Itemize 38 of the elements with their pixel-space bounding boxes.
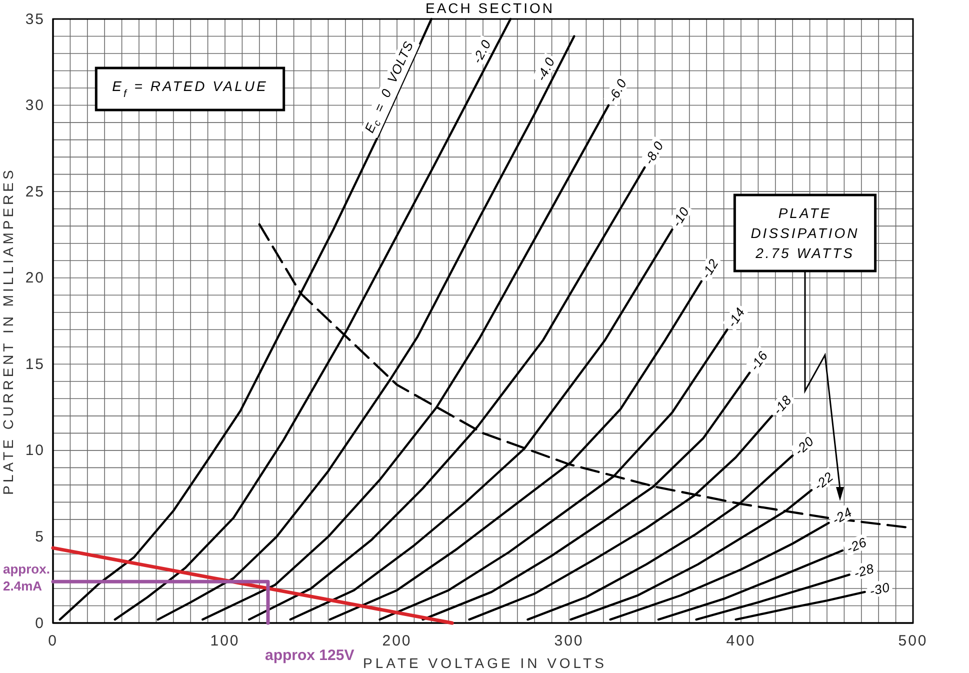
legend-label: -24 <box>829 504 854 527</box>
text: -2.0 <box>468 36 494 66</box>
y-tick-label: 20 <box>25 270 45 287</box>
annotation: PLATE DISSIPATION 2.75 WATTS <box>750 205 860 261</box>
y-tick-label: 5 <box>35 528 45 546</box>
annotation: approx 125V <box>265 647 354 664</box>
x-tick-label: 300 <box>554 632 584 650</box>
chart-title: EACH SECTION <box>425 0 555 16</box>
y-tick-label: 30 <box>25 97 45 114</box>
y-tick-label: 15 <box>25 356 45 373</box>
text: -26 <box>844 534 869 556</box>
y-tick-label: 0 <box>35 614 45 632</box>
x-tick-label: 0 <box>48 632 58 650</box>
text: -4.0 <box>532 54 558 84</box>
text: -22 <box>810 468 836 493</box>
x-tick-label: 400 <box>726 632 756 650</box>
annotation: E$_{f}$ = RATED VALUE <box>112 78 268 100</box>
text: -30 <box>868 578 892 598</box>
text: -10 <box>668 204 692 230</box>
y-axis-title: PLATE CURRENT IN MILLIAMPERES <box>0 167 16 495</box>
x-tick-label: 100 <box>210 632 240 650</box>
x-tick-label: 500 <box>898 632 928 650</box>
text: -12 <box>698 256 722 281</box>
line-series <box>657 549 844 621</box>
line-series <box>734 590 866 621</box>
x-tick-label: 200 <box>382 632 412 650</box>
text: -18 <box>770 392 794 418</box>
line-series <box>695 574 850 621</box>
text: -28 <box>852 560 876 580</box>
x-axis-title: PLATE VOLTAGE IN VOLTS <box>363 655 607 671</box>
text: -6.0 <box>604 76 630 105</box>
text: -14 <box>724 304 748 330</box>
text: -20 <box>791 432 817 458</box>
y-tick-label: 35 <box>25 10 45 28</box>
text: -16 <box>746 348 770 374</box>
y-tick-label: 10 <box>25 442 45 460</box>
y-tick-label: 25 <box>25 183 45 200</box>
annotation: approx. 2.4mA <box>3 562 50 594</box>
